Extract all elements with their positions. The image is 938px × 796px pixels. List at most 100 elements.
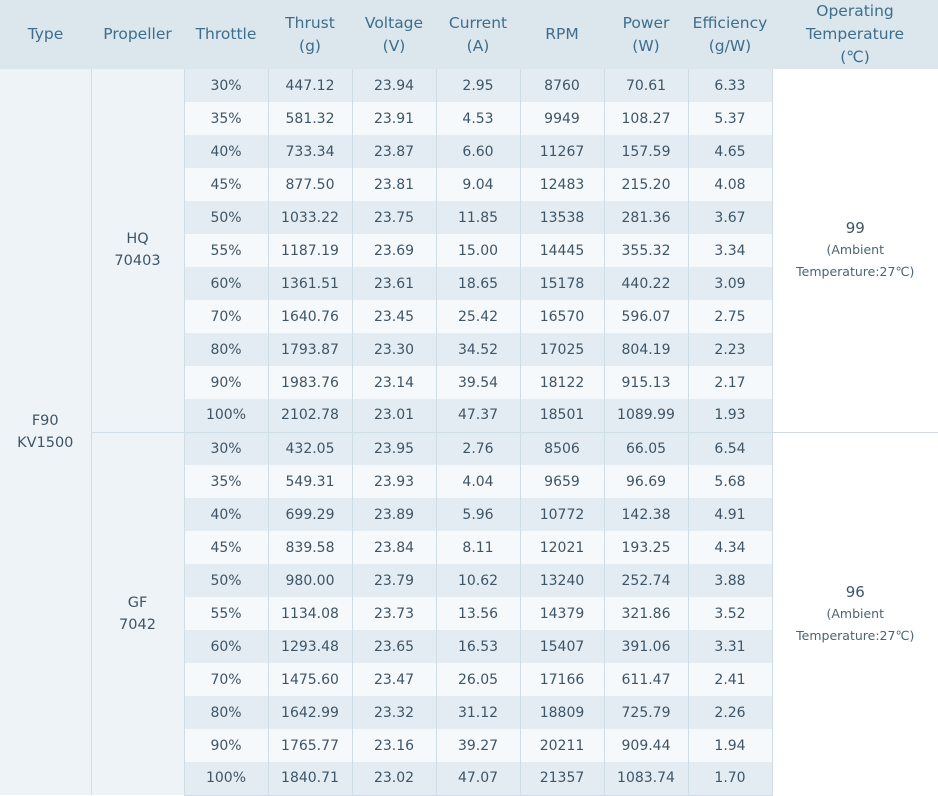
thrust-cell: 2102.78 — [268, 399, 352, 432]
throttle-cell: 90% — [184, 366, 268, 399]
efficiency-cell: 4.08 — [688, 168, 772, 201]
thrust-cell: 877.50 — [268, 168, 352, 201]
current-cell: 39.54 — [436, 366, 520, 399]
thrust-cell: 1475.60 — [268, 663, 352, 696]
efficiency-cell: 4.34 — [688, 531, 772, 564]
voltage-cell: 23.16 — [352, 729, 436, 762]
throttle-cell: 50% — [184, 201, 268, 234]
rpm-cell: 14379 — [520, 597, 604, 630]
header-temperature-label-2: Temperature — [772, 23, 938, 46]
power-cell: 355.32 — [604, 234, 688, 267]
current-cell: 39.27 — [436, 729, 520, 762]
current-cell: 10.62 — [436, 564, 520, 597]
thrust-cell: 1840.71 — [268, 762, 352, 795]
thrust-cell: 1293.48 — [268, 630, 352, 663]
throttle-cell: 55% — [184, 597, 268, 630]
rpm-cell: 13538 — [520, 201, 604, 234]
rpm-cell: 18809 — [520, 696, 604, 729]
power-cell: 391.06 — [604, 630, 688, 663]
header-efficiency-label: Efficiency — [688, 12, 772, 35]
rpm-cell: 9659 — [520, 465, 604, 498]
header-propeller: Propeller — [91, 0, 184, 69]
power-cell: 804.19 — [604, 333, 688, 366]
header-power-unit: (W) — [604, 35, 688, 58]
rpm-cell: 15178 — [520, 267, 604, 300]
current-cell: 16.53 — [436, 630, 520, 663]
propeller-name-line: 70403 — [92, 250, 184, 272]
efficiency-cell: 1.94 — [688, 729, 772, 762]
efficiency-cell: 3.52 — [688, 597, 772, 630]
efficiency-cell: 2.17 — [688, 366, 772, 399]
current-cell: 4.04 — [436, 465, 520, 498]
ambient-temperature-note: Temperature:27℃) — [773, 261, 938, 283]
propeller-name-line: GF — [92, 592, 184, 614]
current-cell: 9.04 — [436, 168, 520, 201]
current-cell: 47.37 — [436, 399, 520, 432]
efficiency-cell: 5.68 — [688, 465, 772, 498]
current-cell: 26.05 — [436, 663, 520, 696]
header-voltage: Voltage (V) — [352, 0, 436, 69]
current-cell: 6.60 — [436, 135, 520, 168]
voltage-cell: 23.02 — [352, 762, 436, 795]
thrust-cell: 1134.08 — [268, 597, 352, 630]
voltage-cell: 23.30 — [352, 333, 436, 366]
rpm-cell: 20211 — [520, 729, 604, 762]
current-cell: 18.65 — [436, 267, 520, 300]
header-thrust: Thrust (g) — [268, 0, 352, 69]
current-cell: 4.53 — [436, 102, 520, 135]
voltage-cell: 23.91 — [352, 102, 436, 135]
efficiency-cell: 3.09 — [688, 267, 772, 300]
header-temperature: Operating Temperature (℃) — [772, 0, 938, 69]
voltage-cell: 23.32 — [352, 696, 436, 729]
power-cell: 1089.99 — [604, 399, 688, 432]
power-cell: 725.79 — [604, 696, 688, 729]
header-voltage-unit: (V) — [352, 35, 436, 58]
header-current: Current (A) — [436, 0, 520, 69]
throttle-cell: 35% — [184, 465, 268, 498]
header-power: Power (W) — [604, 0, 688, 69]
throttle-cell: 30% — [184, 432, 268, 465]
rpm-cell: 18122 — [520, 366, 604, 399]
voltage-cell: 23.89 — [352, 498, 436, 531]
thrust-cell: 1793.87 — [268, 333, 352, 366]
current-cell: 11.85 — [436, 201, 520, 234]
throttle-cell: 45% — [184, 531, 268, 564]
throttle-cell: 100% — [184, 762, 268, 795]
thrust-cell: 1033.22 — [268, 201, 352, 234]
rpm-cell: 12483 — [520, 168, 604, 201]
power-cell: 321.86 — [604, 597, 688, 630]
throttle-cell: 30% — [184, 69, 268, 102]
current-cell: 34.52 — [436, 333, 520, 366]
thrust-cell: 1361.51 — [268, 267, 352, 300]
power-cell: 440.22 — [604, 267, 688, 300]
header-throttle: Throttle — [184, 0, 268, 69]
header-temperature-unit: (℃) — [772, 46, 938, 69]
power-cell: 596.07 — [604, 300, 688, 333]
rpm-cell: 8760 — [520, 69, 604, 102]
voltage-cell: 23.79 — [352, 564, 436, 597]
efficiency-cell: 1.93 — [688, 399, 772, 432]
operating-temperature-value: 96 — [773, 581, 938, 603]
voltage-cell: 23.69 — [352, 234, 436, 267]
motor-type-line: KV1500 — [0, 432, 91, 454]
propeller-name-line: 7042 — [92, 614, 184, 636]
propeller-name-line: HQ — [92, 228, 184, 250]
throttle-cell: 80% — [184, 333, 268, 366]
thrust-cell: 447.12 — [268, 69, 352, 102]
power-cell: 193.25 — [604, 531, 688, 564]
efficiency-cell: 2.26 — [688, 696, 772, 729]
throttle-cell: 35% — [184, 102, 268, 135]
current-cell: 8.11 — [436, 531, 520, 564]
thrust-cell: 980.00 — [268, 564, 352, 597]
voltage-cell: 23.47 — [352, 663, 436, 696]
rpm-cell: 12021 — [520, 531, 604, 564]
current-cell: 13.56 — [436, 597, 520, 630]
rpm-cell: 9949 — [520, 102, 604, 135]
voltage-cell: 23.73 — [352, 597, 436, 630]
thrust-cell: 1765.77 — [268, 729, 352, 762]
